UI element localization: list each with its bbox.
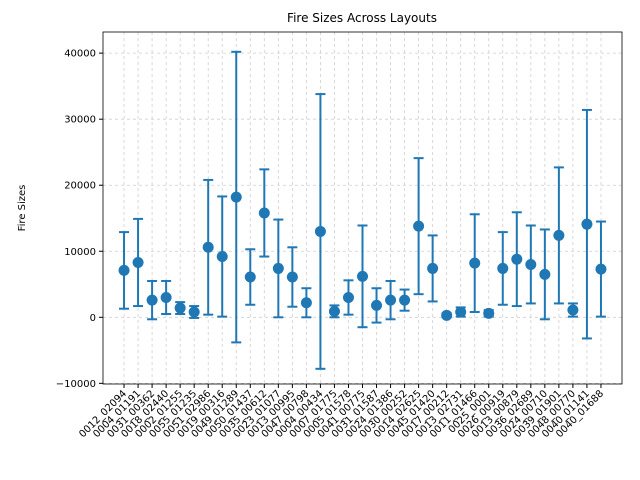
- point: [399, 294, 411, 306]
- point: [539, 268, 551, 280]
- point: [427, 262, 439, 274]
- point: [413, 220, 425, 232]
- point: [244, 271, 256, 283]
- point: [567, 304, 579, 316]
- point: [469, 257, 481, 269]
- chart-title: Fire Sizes Across Layouts: [287, 11, 437, 25]
- y-axis-label: Fire Sizes: [17, 185, 28, 232]
- point: [272, 262, 284, 274]
- point: [342, 291, 354, 303]
- point: [146, 294, 158, 306]
- y-tick-label: 40000: [64, 49, 96, 60]
- y-tick-label: 0: [90, 313, 96, 324]
- y-tick-label: 20000: [64, 181, 96, 192]
- point: [441, 309, 453, 321]
- point: [595, 263, 607, 275]
- point: [328, 305, 340, 317]
- plot-frame: [102, 31, 623, 385]
- point: [132, 256, 144, 268]
- point: [160, 291, 172, 303]
- point: [174, 302, 186, 314]
- point: [258, 207, 270, 219]
- point: [371, 299, 383, 311]
- point: [483, 307, 495, 319]
- point: [455, 306, 467, 318]
- y-tick-label: 10000: [64, 247, 96, 258]
- point: [385, 294, 397, 306]
- point: [286, 271, 298, 283]
- point: [230, 191, 242, 203]
- point: [314, 225, 326, 237]
- point: [300, 297, 312, 309]
- point: [357, 270, 368, 282]
- y-tick-label: −10000: [56, 379, 96, 390]
- point: [525, 258, 537, 270]
- point: [216, 251, 228, 263]
- point: [511, 253, 523, 265]
- point: [553, 229, 565, 241]
- point: [497, 262, 509, 274]
- point: [581, 218, 593, 230]
- point: [188, 306, 200, 318]
- y-tick-label: 30000: [64, 115, 96, 126]
- point: [118, 264, 130, 276]
- point: [202, 241, 214, 253]
